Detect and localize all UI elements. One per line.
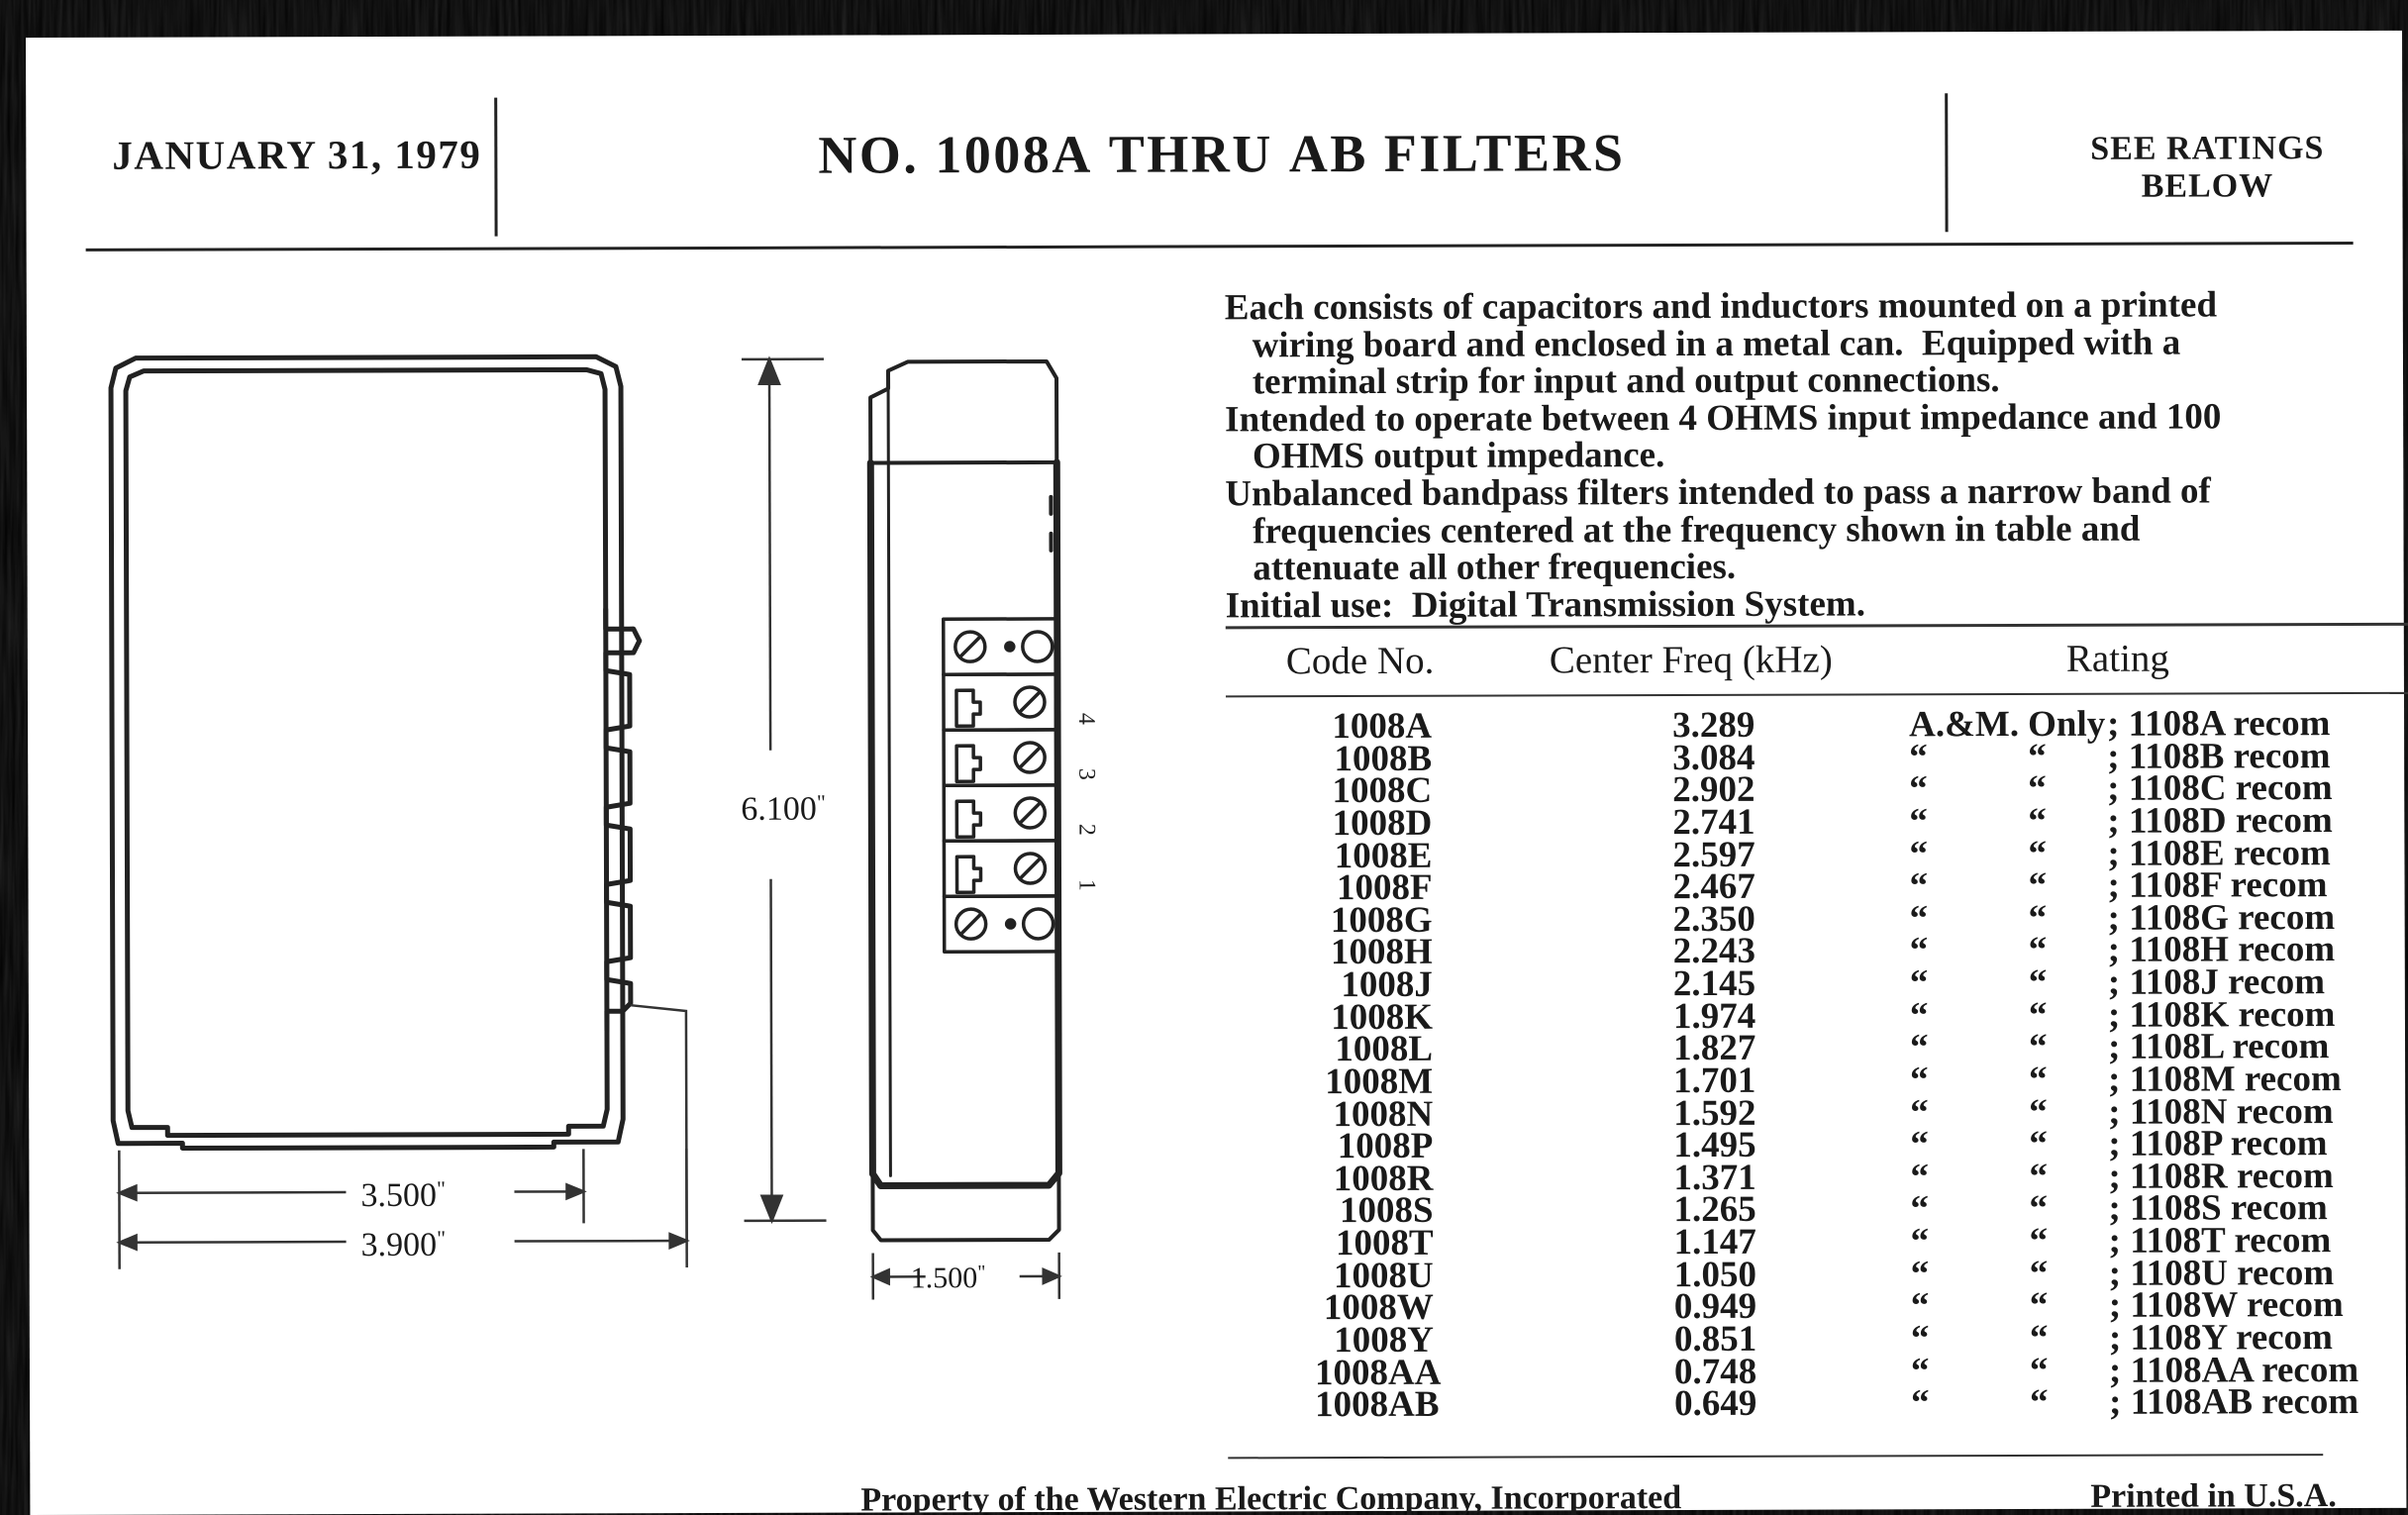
svg-text:4: 4 bbox=[1073, 713, 1099, 725]
svg-text:1: 1 bbox=[1074, 879, 1100, 891]
svg-text:3.500": 3.500" bbox=[360, 1176, 446, 1214]
svg-text:2: 2 bbox=[1073, 824, 1099, 836]
svg-text:3: 3 bbox=[1073, 768, 1099, 780]
svg-text:3.900": 3.900" bbox=[361, 1226, 447, 1263]
svg-text:1.500": 1.500" bbox=[911, 1262, 986, 1294]
svg-text:6.100": 6.100" bbox=[741, 790, 826, 828]
